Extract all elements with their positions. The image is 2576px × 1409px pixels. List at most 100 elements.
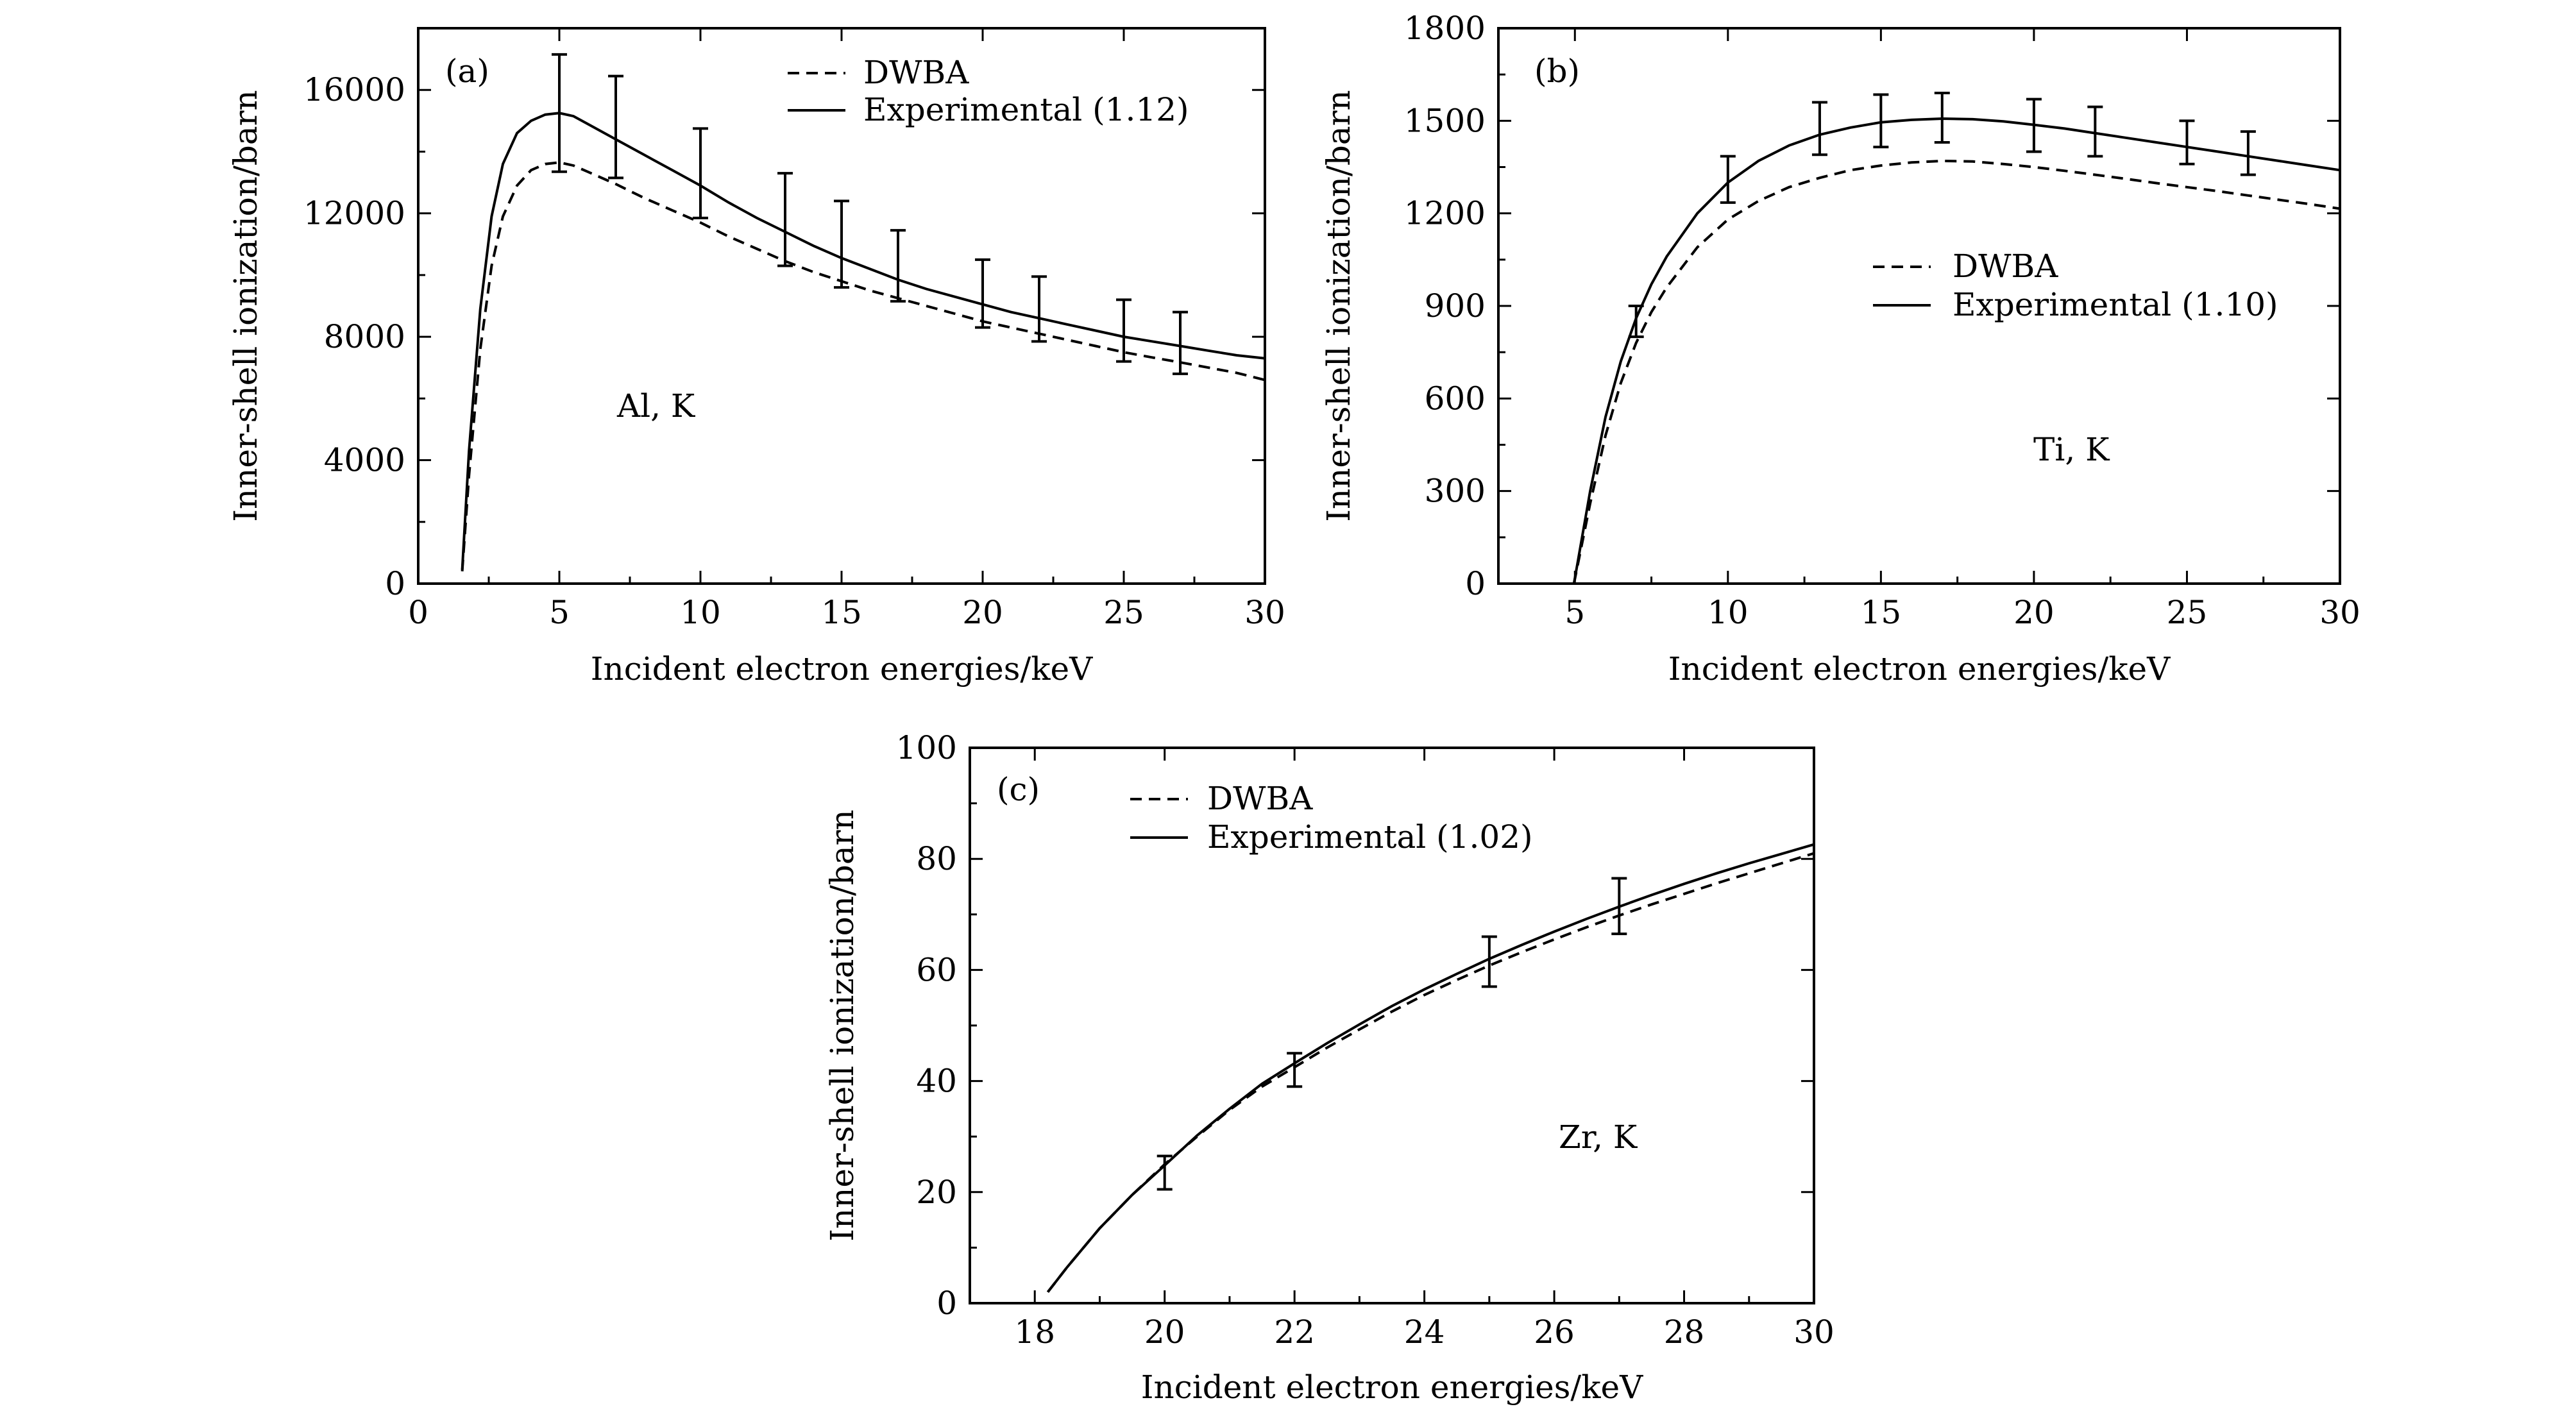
y-tick-label-b: 1200 <box>1404 195 1486 232</box>
y-tick-label-c: 80 <box>916 840 957 877</box>
error-bar-a <box>1116 298 1131 363</box>
legend-experimental-label-b: Experimental (1.10) <box>1953 286 2278 323</box>
error-bar-b <box>1628 305 1644 339</box>
element-annotation-a: Al, K <box>616 387 696 425</box>
x-axis-label-c: Incident electron energies/keV <box>1141 1369 1643 1406</box>
x-tick-label-a: 20 <box>962 594 1003 631</box>
dwba-curve-b <box>1572 159 2341 584</box>
x-tick-label-b: 20 <box>2013 594 2055 631</box>
series-b <box>1572 92 2341 584</box>
x-tick-label-a: 25 <box>1103 594 1144 631</box>
error-bar-b <box>1873 93 1889 149</box>
panel-label-b: (b) <box>1534 53 1580 90</box>
x-ticks-b: 5 10 15 20 25 30 <box>1564 28 2360 631</box>
error-bars-a <box>552 53 1188 375</box>
error-bar-b <box>2240 130 2256 176</box>
x-tick-label-b: 15 <box>1861 594 1902 631</box>
y-ticks-c: 0 20 40 60 80 100 <box>896 729 1814 1322</box>
y-tick-label-c: 60 <box>916 951 957 988</box>
x-axis-label-a: Incident electron energies/keV <box>591 650 1093 688</box>
error-bar-a <box>834 199 849 289</box>
error-bar-a <box>1173 310 1188 375</box>
x-tick-label-c: 28 <box>1664 1313 1705 1351</box>
y-axis-label-b: Inner-shell ionization/barn <box>1320 90 1357 521</box>
error-bar-c <box>1287 1052 1303 1088</box>
y-tick-label-c: 20 <box>916 1174 957 1211</box>
error-bar-c <box>1157 1154 1173 1191</box>
panel-c: 18 20 22 24 26 28 30 0 20 40 60 80 100 (c) Zr, K DW… <box>824 729 1835 1406</box>
error-bar-c <box>1481 935 1497 988</box>
error-bars-b <box>1628 92 2256 339</box>
panel-b: 5 10 15 20 25 30 0 300 600 900 1200 1500 1800 (b) T… <box>1320 10 2360 688</box>
legend-a: DWBA Experimental (1.12) <box>788 54 1189 128</box>
x-tick-label-a: 5 <box>549 594 570 631</box>
x-tick-label-c: 20 <box>1144 1313 1185 1351</box>
x-tick-label-c: 24 <box>1404 1313 1445 1351</box>
error-bar-a <box>975 258 990 329</box>
y-tick-label-c: 100 <box>896 729 957 766</box>
x-tick-label-c: 26 <box>1534 1313 1575 1351</box>
x-tick-label-c: 30 <box>1793 1313 1835 1351</box>
experimental-curve-b <box>1572 117 2341 584</box>
y-tick-label-a: 4000 <box>324 442 405 479</box>
y-tick-label-a: 0 <box>385 565 405 602</box>
x-ticks-a: 0 5 10 15 20 25 30 <box>408 28 1285 631</box>
panel-label-a: (a) <box>445 53 489 90</box>
element-annotation-c: Zr, K <box>1559 1118 1638 1156</box>
error-bar-b <box>1720 155 1736 204</box>
y-tick-label-b: 600 <box>1425 380 1486 417</box>
series-a <box>461 53 1266 571</box>
error-bar-b <box>1934 92 1950 144</box>
y-tick-label-b: 0 <box>1465 565 1486 602</box>
x-tick-label-c: 22 <box>1274 1313 1315 1351</box>
error-bar-a <box>608 74 623 180</box>
y-tick-label-c: 40 <box>916 1063 957 1100</box>
error-bar-a <box>777 172 793 267</box>
error-bar-a <box>890 229 906 303</box>
x-tick-label-b: 30 <box>2319 594 2360 631</box>
y-tick-label-b: 1800 <box>1404 10 1486 47</box>
error-bar-a <box>552 53 567 173</box>
legend-experimental-label-a: Experimental (1.12) <box>863 91 1189 128</box>
x-tick-label-c: 18 <box>1014 1313 1055 1351</box>
y-axis-label-c: Inner-shell ionization/barn <box>824 809 861 1241</box>
x-tick-label-a: 0 <box>408 594 428 631</box>
x-tick-label-a: 30 <box>1244 594 1285 631</box>
y-tick-label-a: 16000 <box>303 71 405 108</box>
x-tick-label-b: 25 <box>2167 594 2208 631</box>
y-tick-label-c: 0 <box>936 1285 957 1322</box>
legend-dwba-label-a: DWBA <box>863 54 969 91</box>
error-bar-b <box>2179 119 2195 165</box>
error-bar-b <box>2026 97 2042 153</box>
error-bar-b <box>1811 101 1827 156</box>
x-tick-label-b: 5 <box>1564 594 1585 631</box>
legend-dwba-label-b: DWBA <box>1953 248 2058 285</box>
legend-b: DWBA Experimental (1.10) <box>1873 248 2278 323</box>
y-ticks-a: 0 4000 8000 12000 16000 <box>303 71 1265 602</box>
y-ticks-b: 0 300 600 900 1200 1500 1800 <box>1404 10 2340 602</box>
error-bars-c <box>1157 877 1627 1191</box>
error-bar-c <box>1611 877 1627 936</box>
x-tick-label-a: 15 <box>821 594 862 631</box>
error-bar-a <box>693 127 708 219</box>
series-c <box>1046 843 1815 1293</box>
y-axis-label-a: Inner-shell ionization/barn <box>227 90 264 521</box>
panel-label-c: (c) <box>997 771 1040 808</box>
legend-c: DWBA Experimental (1.02) <box>1130 780 1533 856</box>
y-tick-label-b: 1500 <box>1404 102 1486 139</box>
x-ticks-c: 18 20 22 24 26 28 30 <box>1014 748 1835 1351</box>
element-annotation-b: Ti, K <box>2033 431 2110 468</box>
y-tick-label-a: 12000 <box>303 195 405 232</box>
error-bar-b <box>2087 105 2103 158</box>
legend-experimental-label-c: Experimental (1.02) <box>1207 818 1533 856</box>
x-axis-label-b: Incident electron energies/keV <box>1668 650 2171 688</box>
x-tick-label-a: 10 <box>680 594 721 631</box>
y-tick-label-b: 900 <box>1425 287 1486 325</box>
error-bar-a <box>1031 275 1047 343</box>
y-tick-label-a: 8000 <box>324 318 405 355</box>
x-tick-label-b: 10 <box>1707 594 1749 631</box>
legend-dwba-label-c: DWBA <box>1207 780 1313 817</box>
panel-a: 0 5 10 15 20 25 30 0 4000 8000 12000 16000 (a) Al,… <box>227 27 1285 688</box>
